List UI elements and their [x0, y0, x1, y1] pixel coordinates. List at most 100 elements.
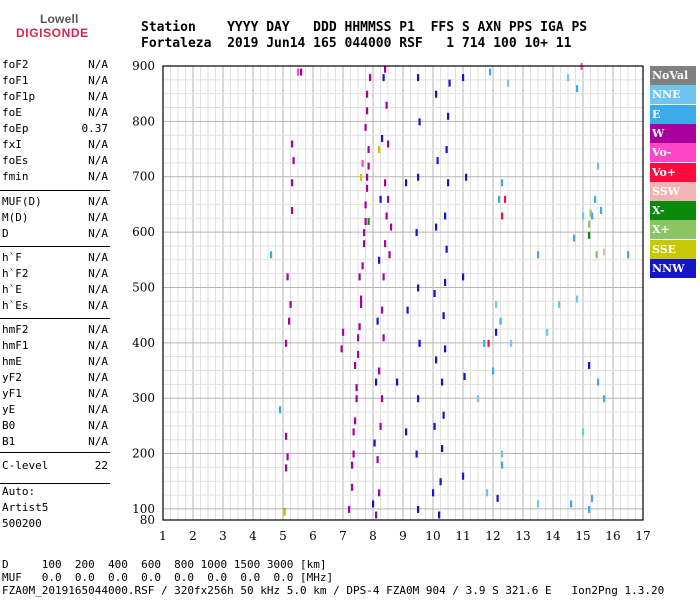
- echo-point-w: [352, 450, 355, 458]
- echo-point-nnw: [444, 345, 447, 353]
- x-tick-label: 2: [189, 529, 197, 543]
- echo-point-nnw: [435, 356, 438, 364]
- echo-point-e: [489, 68, 492, 76]
- echo-point-w: [285, 339, 288, 347]
- echo-point-nnw: [379, 195, 382, 203]
- echo-point-w: [390, 223, 393, 231]
- separator-line: [0, 483, 110, 484]
- param-row-d: D N/A: [2, 227, 108, 243]
- param-name: h`E: [2, 283, 22, 296]
- param-value: N/A: [88, 387, 108, 400]
- x-tick-label: 11: [455, 529, 470, 543]
- echo-point-nnw: [418, 118, 421, 126]
- echo-point-nnw: [417, 173, 420, 181]
- param-value: N/A: [88, 251, 108, 264]
- echo-point-e: [499, 317, 502, 325]
- echo-point-nne: [537, 500, 540, 508]
- echo-point-e: [588, 505, 591, 513]
- echo-point-nnw: [465, 173, 468, 181]
- echo-point-w: [384, 65, 387, 73]
- echo-point-nne: [510, 339, 513, 347]
- param-value: N/A: [88, 106, 108, 119]
- echo-point-w: [363, 240, 366, 248]
- echo-point-w: [358, 273, 361, 281]
- legend-item-noval: NoVal: [650, 66, 696, 85]
- logo-line1: Lowell: [40, 12, 79, 26]
- echo-point-w: [385, 212, 388, 220]
- y-tick-label: 900: [132, 59, 155, 73]
- y-tick-label: 600: [132, 225, 155, 239]
- echo-point-nnw: [418, 339, 421, 347]
- echo-point-nnw: [435, 90, 438, 98]
- param-name: M(D): [2, 211, 29, 224]
- echo-point-nnw: [462, 74, 465, 82]
- logo-line2: DIGISONDE: [16, 26, 89, 40]
- echo-point-vo: [504, 195, 507, 203]
- echo-point-w: [361, 262, 364, 270]
- param-value: N/A: [88, 371, 108, 384]
- echo-point-w: [285, 464, 288, 472]
- chart-frame: [162, 65, 644, 521]
- param-name: fxI: [2, 138, 22, 151]
- param-value: N/A: [88, 299, 108, 312]
- echo-point-w: [357, 334, 360, 342]
- param-name: C-level: [2, 459, 49, 472]
- footer-distance-row: D 100 200 400 600 800 1000 1500 3000 [km…: [2, 558, 327, 571]
- y-tick-label: 400: [132, 336, 155, 350]
- echo-point-nnw: [495, 328, 498, 336]
- param-name: yF2: [2, 371, 22, 384]
- echo-point-nne: [597, 162, 600, 170]
- echo-point-nnw: [448, 79, 451, 87]
- echo-point-w: [366, 173, 369, 181]
- echo-point-w: [382, 273, 385, 281]
- echo-point-nne: [567, 74, 570, 82]
- x-tick-label: 1: [159, 529, 167, 543]
- param-row-he: h`E N/A: [2, 283, 108, 299]
- echo-point-nnw: [435, 223, 438, 231]
- param-name: yF1: [2, 387, 22, 400]
- param-value: N/A: [88, 283, 108, 296]
- echo-point-e: [573, 234, 576, 242]
- auto-software: Artist5: [2, 501, 49, 514]
- param-row-yf2: yF2 N/A: [2, 371, 108, 387]
- echo-point-w: [381, 395, 384, 403]
- station-header-values: Fortaleza 2019 Jun14 165 044000 RSF 1 71…: [141, 36, 572, 51]
- echo-point-w: [364, 218, 367, 226]
- param-row-mufd: MUF(D) N/A: [2, 195, 108, 211]
- param-row-fof2: foF2 N/A: [2, 58, 108, 74]
- echo-point-w: [379, 422, 382, 430]
- echo-point-w: [291, 140, 294, 148]
- echo-point-vo: [501, 212, 504, 220]
- param-row-hmf1: hmF1 N/A: [2, 339, 108, 355]
- x-tick-label: 5: [279, 529, 287, 543]
- x-tick-label: 17: [635, 529, 650, 543]
- chart-grid: [162, 65, 644, 520]
- param-name: MUF(D): [2, 195, 42, 208]
- param-name: h`Es: [2, 299, 29, 312]
- param-value: N/A: [88, 138, 108, 151]
- echo-point-nnw: [378, 256, 381, 264]
- echo-point-nnw: [406, 306, 409, 314]
- echo-point-w: [358, 323, 361, 331]
- legend-item-nne: NNE: [650, 85, 696, 105]
- param-row-b0: B0 N/A: [2, 419, 108, 435]
- echo-point-nnw: [433, 290, 436, 297]
- param-row-clevel: C-level 22: [2, 459, 108, 475]
- echo-point-e: [501, 461, 504, 469]
- station-header: Station YYYY DAY DDD HHMMSS P1 FFS S AXN…: [141, 20, 587, 52]
- param-row-fof1p: foF1p N/A: [2, 90, 108, 106]
- y-tick-label: 200: [132, 447, 155, 461]
- auto-version: 500200: [2, 517, 42, 530]
- echo-point-w: [387, 140, 390, 148]
- param-row-hmf2: hmF2 N/A: [2, 323, 108, 339]
- echo-point-nnw: [382, 74, 385, 82]
- legend-item-vo: Vo-: [650, 143, 696, 163]
- echo-point-nnw: [417, 74, 420, 82]
- param-name: hmF2: [2, 323, 29, 336]
- echo-point-nnw: [405, 428, 408, 436]
- echo-point-nnw: [441, 445, 444, 453]
- echo-point-w: [388, 251, 391, 259]
- separator-line: [0, 318, 110, 319]
- param-name: foF2: [2, 58, 29, 71]
